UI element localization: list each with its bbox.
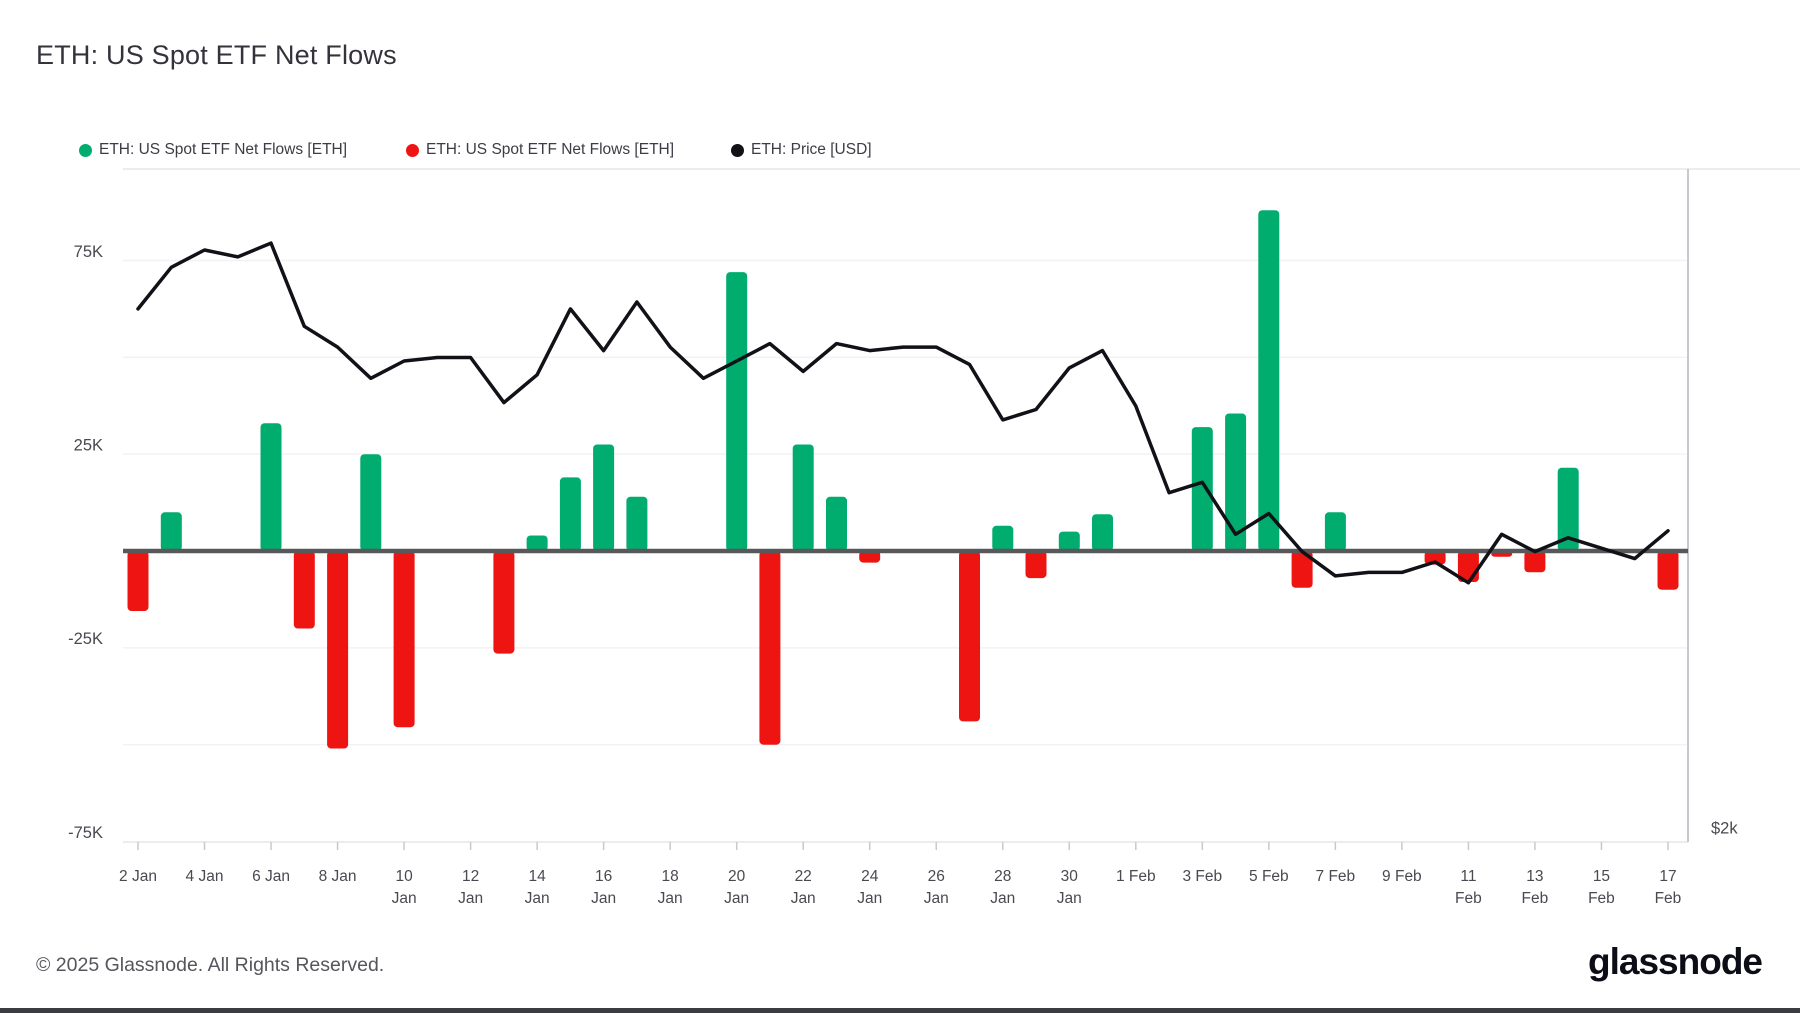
bottom-border-bar [0, 1008, 1800, 1013]
bar-15-jan[interactable] [559, 477, 581, 551]
y-axis-label-75k: 75K [74, 243, 103, 261]
legend-label: ETH: Price [USD] [751, 141, 872, 158]
x-axis-label: 12 [462, 868, 479, 885]
x-axis-label-line2: Jan [392, 890, 417, 907]
x-axis-label-line2: Jan [658, 890, 683, 907]
page-title: ETH: US Spot ETF Net Flows [36, 40, 397, 70]
y-axis-label--75k: -75K [68, 824, 103, 842]
y-axis-label-25k: 25K [74, 437, 103, 455]
x-axis-label: 10 [395, 868, 413, 885]
x-axis-label: 22 [795, 868, 812, 885]
x-axis-label-line2: Jan [990, 890, 1015, 907]
bar-6-feb[interactable] [1291, 551, 1313, 588]
x-axis-label: 14 [528, 868, 546, 885]
bar-17-feb[interactable] [1657, 551, 1679, 590]
bar-16-jan[interactable] [593, 444, 615, 552]
bar-10-jan[interactable] [393, 551, 415, 728]
copyright-text: © 2025 Glassnode. All Rights Reserved. [36, 954, 385, 976]
bar-23-jan[interactable] [826, 496, 847, 551]
bar-29-jan[interactable] [1025, 551, 1047, 579]
x-axis-label: 28 [994, 868, 1011, 885]
bar-17-jan[interactable] [626, 496, 648, 551]
bar-7-feb[interactable] [1324, 512, 1346, 551]
x-axis-label-line2: Feb [1455, 890, 1482, 907]
bar-5-feb[interactable] [1258, 210, 1280, 551]
x-axis-label-line2: Jan [791, 890, 816, 907]
bar-24-jan[interactable] [859, 551, 881, 563]
legend-item-netflow-positive[interactable]: ETH: US Spot ETF Net Flows [ETH] [79, 141, 347, 159]
right-axis-label: $2k [1711, 819, 1738, 837]
bar-14-feb[interactable] [1557, 467, 1579, 551]
y-axis-label--25k: -25K [68, 630, 103, 648]
bar-13-feb[interactable] [1524, 551, 1546, 573]
x-axis-label: 8 Jan [319, 868, 357, 885]
x-axis-label-line2: Feb [1655, 890, 1682, 907]
x-axis-label: 2 Jan [119, 868, 157, 885]
bar-22-jan[interactable] [792, 444, 814, 552]
x-axis-label: 5 Feb [1249, 868, 1289, 885]
x-axis-label-line2: Jan [1057, 890, 1082, 907]
x-axis-label: 16 [595, 868, 612, 885]
legend-label: ETH: US Spot ETF Net Flows [ETH] [99, 141, 348, 158]
glassnode-logo[interactable]: glassnode [1588, 941, 1763, 982]
x-axis-label: 1 Feb [1116, 868, 1156, 885]
x-axis-label-line2: Jan [724, 890, 749, 907]
legend: ETH: US Spot ETF Net Flows [ETH] ETH: US … [0, 141, 1800, 159]
bar-6-jan[interactable] [260, 423, 282, 551]
x-axis-label: 17 [1659, 868, 1676, 885]
x-axis-label: 30 [1061, 868, 1079, 885]
x-axis-label-line2: Jan [924, 890, 949, 907]
legend-marker-icon [406, 143, 419, 157]
legend-item-price[interactable]: ETH: Price [USD] [731, 141, 872, 159]
x-axis-label-line2: Jan [591, 890, 616, 907]
bar-3-feb[interactable] [1191, 427, 1213, 551]
x-axis-label: 24 [861, 868, 879, 885]
x-axis-label-line2: Jan [857, 890, 882, 907]
x-axis-label: 13 [1526, 868, 1543, 885]
x-axis-label: 6 Jan [252, 868, 290, 885]
x-axis-label: 9 Feb [1382, 868, 1422, 885]
bar-10-feb[interactable] [1424, 551, 1446, 565]
x-axis-label-line2: Feb [1588, 890, 1615, 907]
legend-label: ETH: US Spot ETF Net Flows [ETH] [426, 141, 675, 158]
bar-8-jan[interactable] [327, 551, 349, 749]
x-axis-label: 7 Feb [1316, 868, 1356, 885]
x-axis-label-line2: Jan [458, 890, 483, 907]
x-axis-label-line2: Jan [525, 890, 550, 907]
bar-7-jan[interactable] [293, 551, 315, 629]
x-axis-label: 3 Feb [1182, 868, 1222, 885]
bar-4-feb[interactable] [1225, 413, 1247, 552]
x-axis-label-line2: Feb [1522, 890, 1549, 907]
x-axis-label: 4 Jan [186, 868, 224, 885]
bar-14-jan[interactable] [526, 535, 548, 552]
bar-21-jan[interactable] [759, 551, 781, 745]
price-line[interactable] [136, 241, 1670, 585]
legend-item-netflow-negative[interactable]: ETH: US Spot ETF Net Flows [ETH] [406, 141, 674, 159]
bar-9-jan[interactable] [360, 454, 382, 551]
legend-marker-icon [731, 143, 744, 157]
bar-20-jan[interactable] [726, 272, 748, 551]
bar-30-jan[interactable] [1058, 531, 1080, 551]
x-axis-label: 18 [662, 868, 679, 885]
bar-27-jan[interactable] [959, 551, 980, 722]
x-axis-label: 26 [928, 868, 945, 885]
legend-marker-icon [79, 143, 92, 157]
x-axis-label: 15 [1593, 868, 1610, 885]
bar-3-jan[interactable] [160, 512, 182, 551]
x-axis-label: 11 [1460, 868, 1476, 885]
bar-28-jan[interactable] [992, 525, 1014, 551]
bar-13-jan[interactable] [493, 551, 515, 654]
x-axis-label: 20 [728, 868, 746, 885]
bar-31-jan[interactable] [1092, 514, 1113, 551]
bar-2-jan[interactable] [127, 551, 149, 611]
